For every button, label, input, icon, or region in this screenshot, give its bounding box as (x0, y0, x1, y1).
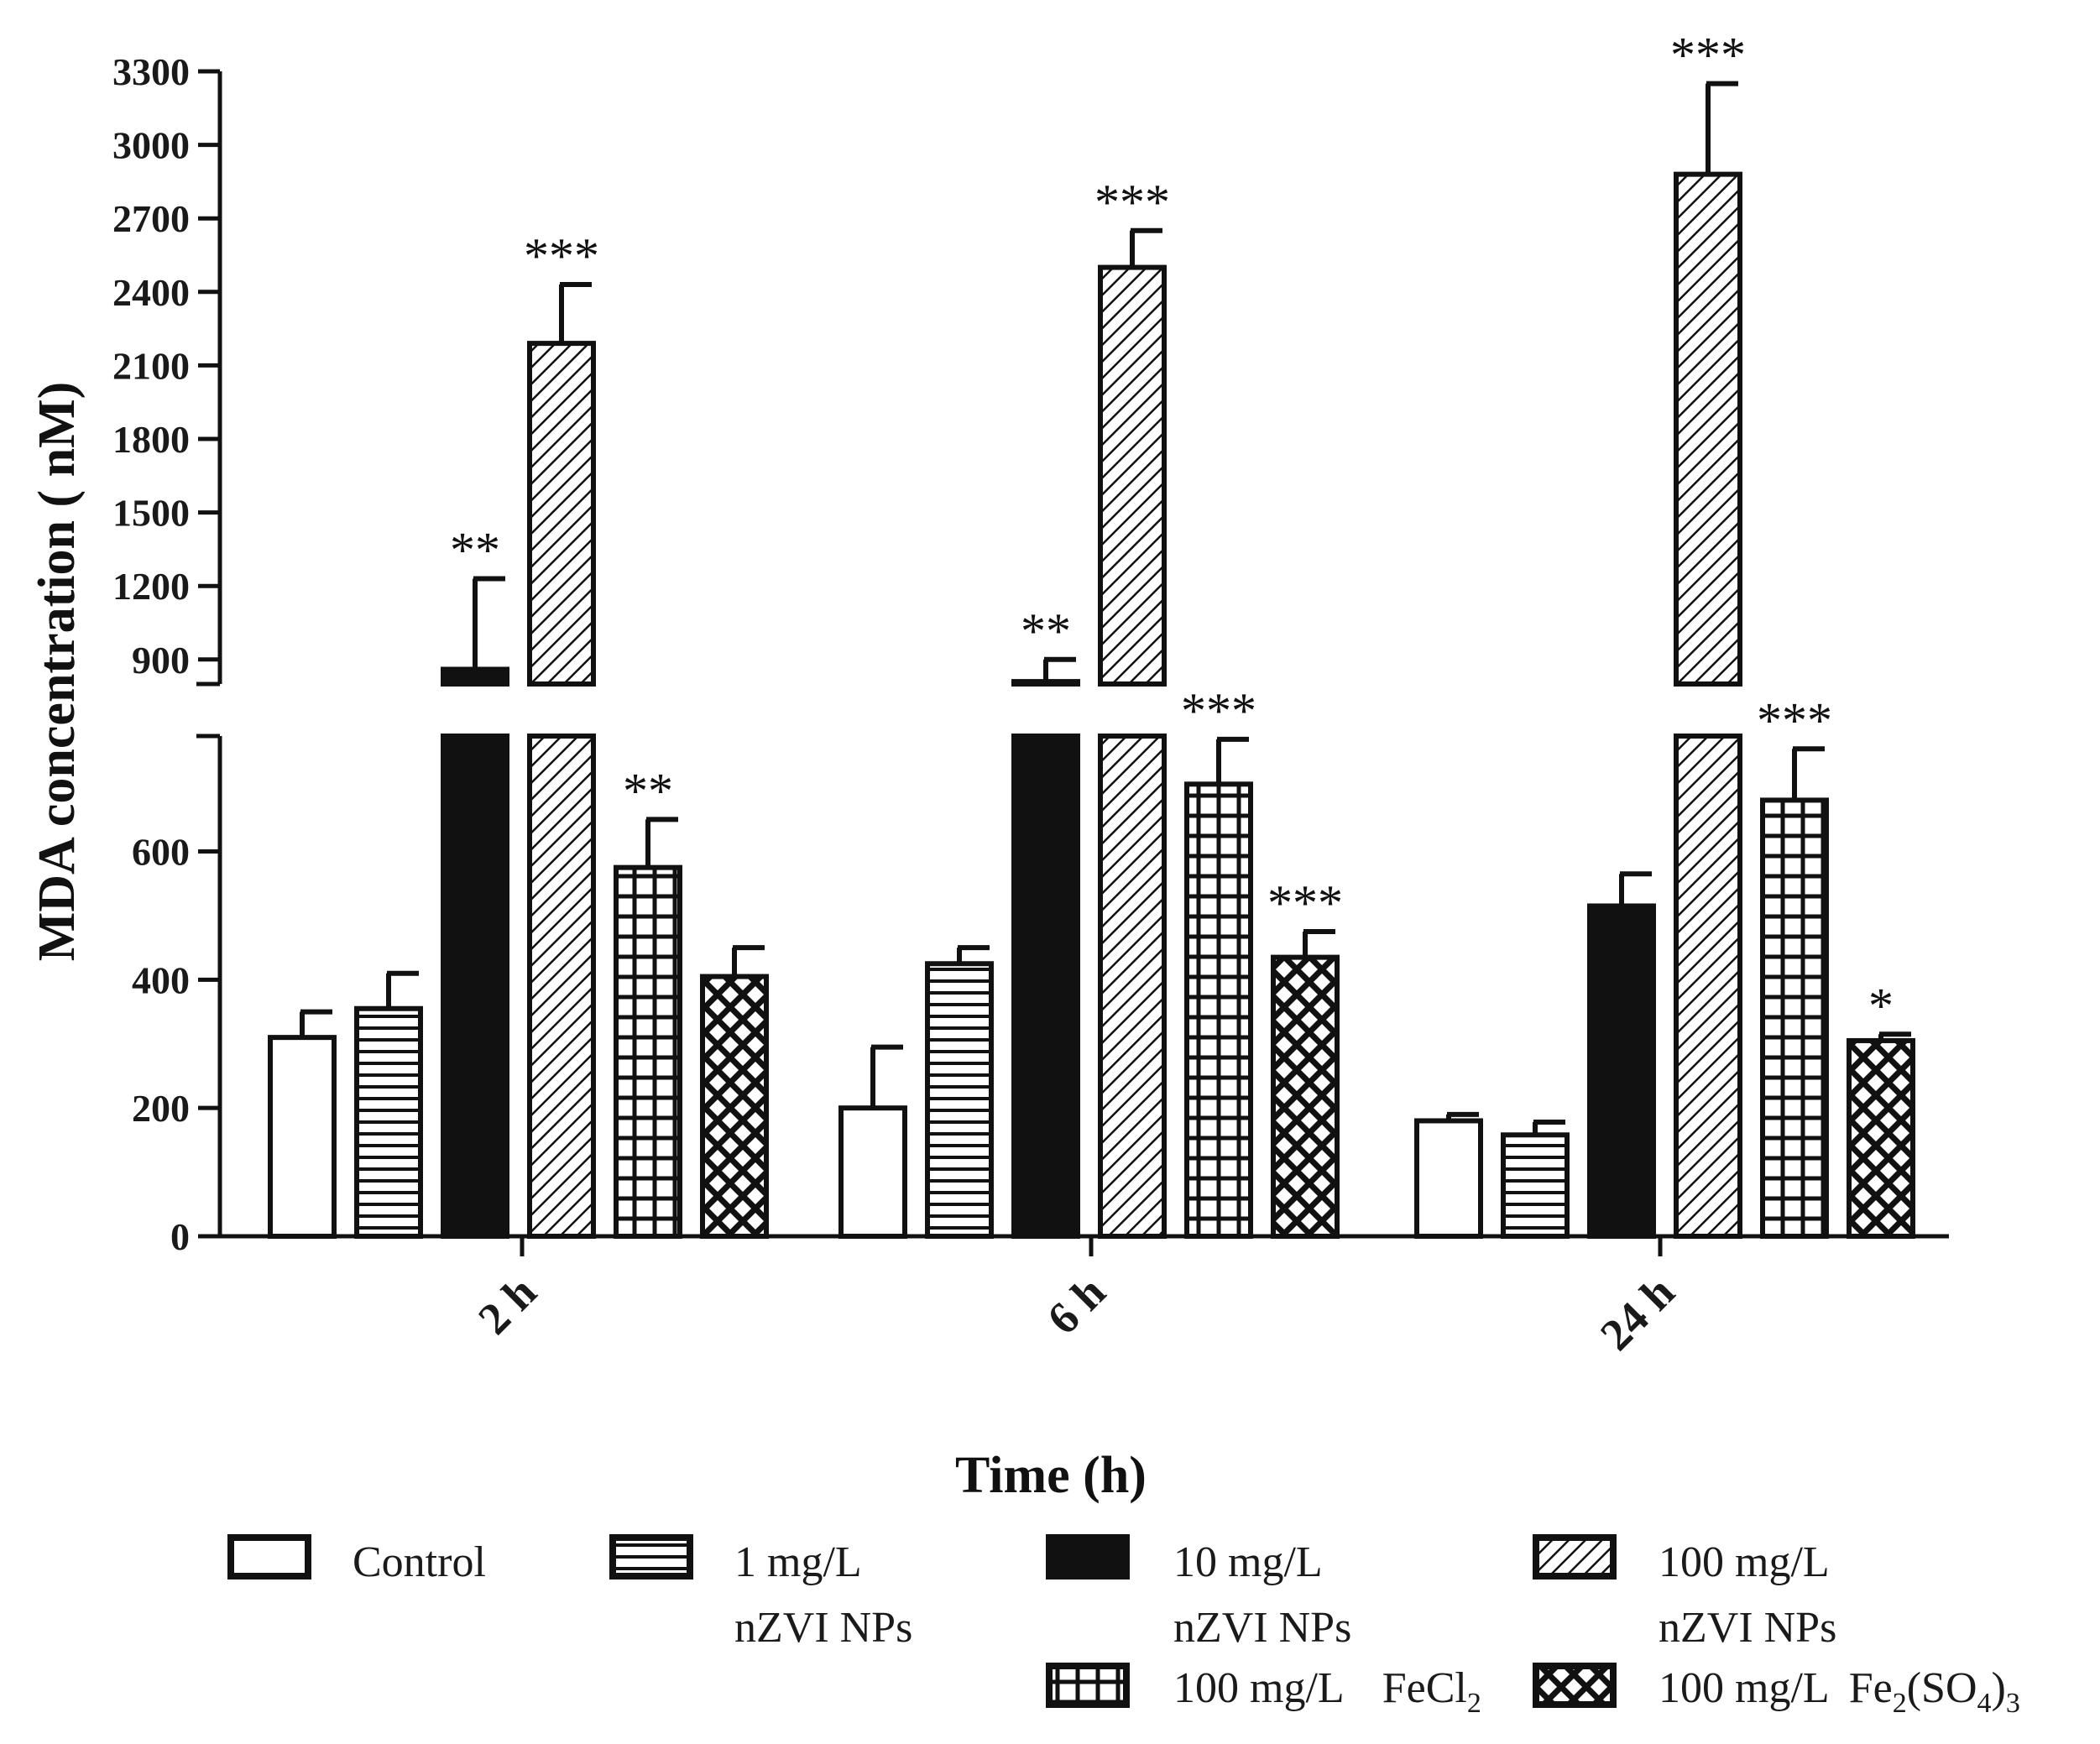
legend-tail-5: ) (1992, 1664, 2006, 1712)
legend-label-1: 1 mg/L (734, 1538, 862, 1586)
y-tick-1500: 1500 (112, 492, 190, 535)
x-tick-label-0: 2 h (468, 1266, 546, 1344)
y-tick-1800: 1800 (112, 418, 190, 461)
bar-100-mg-l-fe2-so4-3-2 (1847, 1037, 1915, 1240)
y-tick-2700: 2700 (112, 197, 190, 240)
bar-1-mg-l-nzvi-nps-0 (354, 1005, 423, 1239)
bars (268, 81, 1915, 1240)
bar-100-mg-l-fecl2-2 (1760, 797, 1829, 1239)
bar-100-mg-l-fecl2-1 (1184, 781, 1253, 1239)
y-tick-200: 200 (132, 1087, 190, 1130)
legend: Control 1 mg/L nZVI NPs 10 mg/L nZVI NPs 100 … (227, 1534, 2020, 1719)
bar-10-mg-l-nzvi-nps-1-upper (1011, 679, 1080, 687)
bar-100-mg-l-fe2-so4-3-0 (700, 974, 769, 1239)
bar-100-mg-l-fecl2-0 (614, 864, 682, 1239)
y-tick-2100: 2100 (112, 344, 190, 387)
significance-100-mg-l-fe2-so4-3-2: * (1868, 978, 1894, 1033)
y-tick-0: 0 (170, 1215, 190, 1258)
bar-100-mg-l-nzvi-nps-1-upper (1098, 264, 1167, 687)
legend-sub2-5: 4 (1977, 1688, 1992, 1719)
legend-chem-5: Fe (1838, 1664, 1893, 1712)
legend-label-2: 10 mg/L (1173, 1538, 1323, 1586)
legend-swatch-0 (227, 1534, 311, 1580)
legend-swatch-4 (1046, 1663, 1130, 1708)
break-gap-100-mg-l-nzvi-nps-0 (525, 687, 598, 734)
bar-control-1 (838, 1105, 907, 1239)
y-tick-3300: 3300 (112, 50, 190, 93)
significance-100-mg-l-fecl2-1: *** (1181, 683, 1256, 739)
bar-10-mg-l-nzvi-nps-1-lower (1011, 734, 1080, 1239)
significance-100-mg-l-nzvi-nps-2: *** (1670, 28, 1746, 83)
significance-10-mg-l-nzvi-nps-0: ** (450, 522, 500, 577)
bar-100-mg-l-fe2-so4-3-1 (1271, 954, 1340, 1239)
significance-100-mg-l-fecl2-0: ** (623, 763, 673, 818)
x-axis-title: Time (h) (955, 1447, 1147, 1504)
y-axis-title: MDA concentration ( nM) (29, 382, 86, 961)
legend-sub1-5: 2 (1893, 1688, 1907, 1719)
legend-mid-5: (SO (1907, 1664, 1977, 1712)
y-tick-3000: 3000 (112, 124, 190, 167)
legend-label-3: 100 mg/L (1659, 1538, 1830, 1586)
significance-10-mg-l-nzvi-nps-1: ** (1021, 603, 1071, 659)
legend-swatch-3 (1533, 1534, 1617, 1580)
legend-swatch-5 (1533, 1663, 1617, 1708)
significance-100-mg-l-fe2-so4-3-1: *** (1267, 875, 1343, 931)
legend-label-0: Control (353, 1538, 486, 1586)
legend-sub1-4: 2 (1467, 1688, 1481, 1719)
y-tick-900: 900 (132, 639, 190, 681)
bar-10-mg-l-nzvi-nps-2 (1587, 903, 1656, 1239)
legend-swatch-2 (1046, 1534, 1130, 1580)
y-tick-400: 400 (132, 958, 190, 1001)
bar-1-mg-l-nzvi-nps-1 (925, 961, 994, 1240)
bar-1-mg-l-nzvi-nps-2 (1501, 1132, 1570, 1240)
bar-100-mg-l-nzvi-nps-0-lower (527, 734, 596, 1239)
bar-control-2 (1414, 1118, 1483, 1240)
significance-100-mg-l-nzvi-nps-1: *** (1094, 175, 1170, 230)
legend-label-line2-3: nZVI NPs (1659, 1604, 1836, 1652)
bar-100-mg-l-nzvi-nps-1-lower (1098, 734, 1167, 1239)
y-tick-2400: 2400 (112, 271, 190, 314)
legend-label-5: 100 mg/L Fe2(SO4)3 (1659, 1664, 2020, 1719)
legend-sub3-5: 3 (2006, 1688, 2020, 1719)
significance-100-mg-l-fecl2-2: *** (1757, 692, 1832, 748)
bar-10-mg-l-nzvi-nps-0-upper (441, 666, 509, 687)
bar-10-mg-l-nzvi-nps-0-lower (441, 734, 509, 1239)
legend-label-line2-2: nZVI NPs (1173, 1604, 1351, 1652)
break-gap-10-mg-l-nzvi-nps-1 (1009, 687, 1083, 734)
significance-100-mg-l-nzvi-nps-0: *** (524, 228, 599, 284)
x-tick-label-2: 24 h (1591, 1266, 1684, 1360)
x-tick-label-1: 6 h (1037, 1266, 1115, 1344)
axes: 0 200 400 600 900 1200 1500 1800 2100 2400 2700 300… (112, 50, 1949, 1258)
break-gap-100-mg-l-nzvi-nps-1 (1095, 687, 1169, 734)
legend-swatch-1 (609, 1534, 693, 1580)
y-tick-1200: 1200 (112, 565, 190, 608)
legend-label-4: 100 mg/L FeCl2 (1173, 1664, 1481, 1719)
bar-100-mg-l-nzvi-nps-2-upper (1674, 171, 1742, 687)
bar-control-0 (268, 1035, 337, 1239)
break-gap-100-mg-l-nzvi-nps-2 (1671, 687, 1745, 734)
y-tick-600: 600 (132, 831, 190, 874)
bar-100-mg-l-nzvi-nps-0-upper (527, 341, 596, 687)
break-gap-10-mg-l-nzvi-nps-0 (438, 687, 512, 734)
bar-100-mg-l-nzvi-nps-2-lower (1674, 734, 1742, 1239)
legend-chem-4: FeCl (1371, 1664, 1467, 1712)
legend-label-line2-1: nZVI NPs (734, 1604, 912, 1652)
